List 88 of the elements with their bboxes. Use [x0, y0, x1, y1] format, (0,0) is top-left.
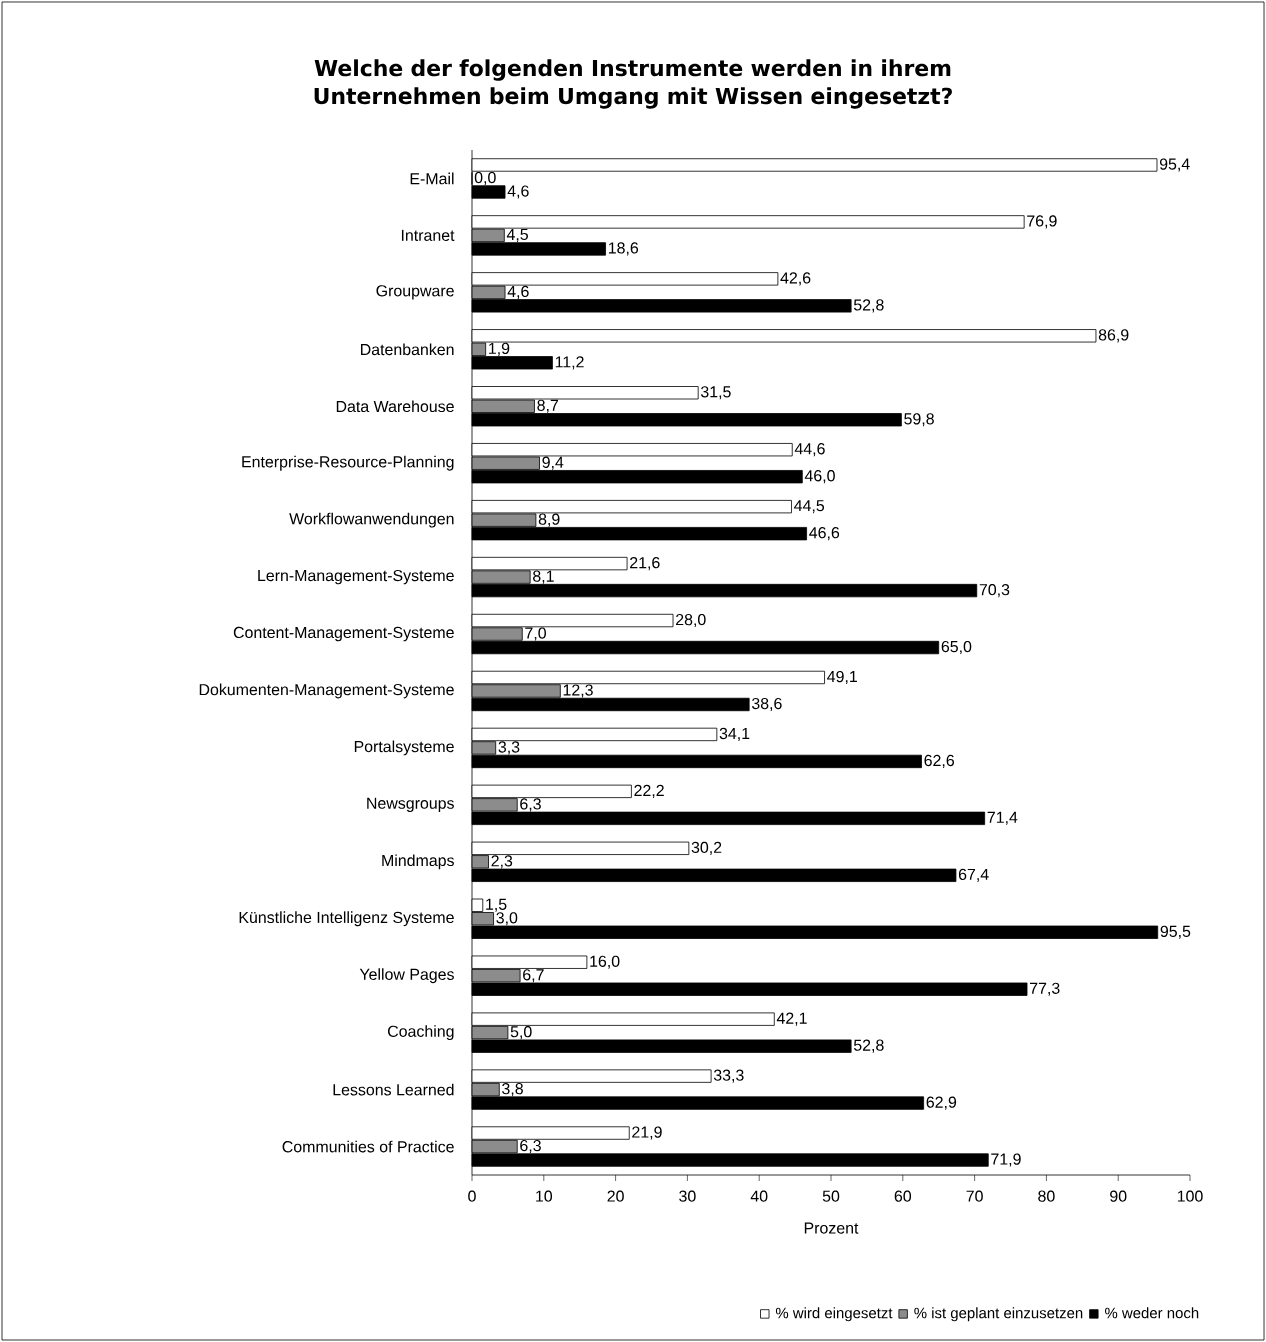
data-label: 46,6: [809, 527, 840, 541]
x-tick-label: 60: [894, 1190, 912, 1202]
data-label: 6,3: [520, 1139, 541, 1154]
data-label: 18,6: [608, 242, 639, 256]
x-tick-label: 10: [536, 1190, 553, 1202]
data-label: 44,5: [794, 500, 825, 514]
data-label: 62,6: [924, 754, 954, 768]
data-label: 67,4: [958, 868, 989, 882]
data-label: 33,3: [713, 1069, 744, 1083]
data-label: 52,8: [853, 1039, 884, 1053]
data-label: 95,5: [1160, 925, 1191, 939]
data-label: 77,3: [1030, 982, 1060, 996]
y-tick-label: Dokumenten-Management-Systeme: [199, 683, 454, 699]
data-label: 9,4: [542, 456, 564, 470]
data-label: 95,4: [1159, 158, 1190, 172]
x-tick-label: 70: [966, 1190, 983, 1202]
data-label: 7,0: [525, 627, 546, 641]
x-tick-label: 0: [468, 1190, 476, 1202]
data-label: 2,3: [491, 855, 513, 869]
y-tick-label: Workflowanwendungen: [289, 512, 454, 528]
x-tick-label: 30: [679, 1190, 696, 1202]
y-tick-label: Lern-Management-Systeme: [258, 569, 454, 585]
data-label: 38,6: [751, 697, 782, 712]
data-label: 52,8: [853, 299, 884, 313]
data-label: 21,9: [632, 1126, 662, 1140]
legend-label: % ist geplant einzusetzen: [914, 1307, 1083, 1322]
data-label: 4,6: [507, 285, 529, 299]
data-label: 76,9: [1027, 215, 1057, 229]
y-tick-label: Communities of Practice: [282, 1140, 454, 1153]
y-tick-label: Coaching: [388, 1025, 454, 1041]
data-label: 42,6: [780, 272, 811, 286]
data-label: 21,6: [630, 557, 660, 571]
data-label: 34,1: [719, 727, 750, 741]
data-label: 42,1: [776, 1012, 807, 1026]
data-label: 8,7: [537, 399, 559, 413]
data-label: 5,0: [510, 1026, 532, 1040]
data-label: 30,2: [691, 841, 722, 855]
x-tick-label: 100: [1177, 1190, 1203, 1202]
data-label: 31,5: [700, 386, 731, 400]
data-label: 3,3: [498, 741, 520, 755]
y-tick-label: Data Warehouse: [336, 400, 454, 413]
x-tick-label: 40: [750, 1190, 768, 1202]
legend-label: % weder noch: [1105, 1307, 1199, 1319]
data-label: 3,8: [502, 1083, 523, 1097]
data-label: 4,5: [506, 228, 528, 242]
data-label: 65,0: [941, 640, 972, 655]
data-label: 71,4: [987, 811, 1018, 825]
data-label: 28,0: [676, 613, 706, 628]
data-label: 8,1: [533, 570, 554, 584]
y-tick-label: Datenbanken: [361, 343, 454, 356]
data-label: 62,9: [926, 1096, 957, 1110]
data-label: 6,3: [520, 798, 541, 812]
y-tick-label: Lessons Learned: [333, 1083, 454, 1096]
x-tick-label: 20: [607, 1190, 624, 1202]
x-tick-label: 50: [822, 1190, 840, 1202]
data-label: 49,1: [827, 670, 857, 685]
data-label: 12,3: [563, 684, 593, 698]
y-tick-label: Portalsysteme: [354, 740, 454, 756]
x-axis-title: Prozent: [804, 1222, 859, 1234]
y-tick-label: Intranet: [401, 229, 455, 241]
data-label: 11,2: [555, 356, 584, 370]
data-label: 0,0: [474, 171, 496, 186]
data-label: 70,3: [979, 584, 1010, 598]
data-label: 6,7: [523, 969, 544, 983]
chart-title: Welche der folgenden Instrumente werden in ihrem Unternehmen beim Umgang mit Wissen eingesetzt?: [314, 59, 952, 109]
data-label: 46,0: [804, 470, 835, 484]
y-tick-label: Groupware: [376, 285, 454, 300]
y-tick-label: Enterprise-Resource-Planning: [242, 455, 454, 471]
data-label: 86,9: [1098, 329, 1129, 343]
data-label: 1,5: [486, 898, 507, 912]
data-label: 4,6: [507, 185, 529, 199]
y-tick-label: Content-Management-Systeme: [233, 626, 454, 642]
data-label: 59,8: [904, 413, 934, 427]
data-label: 44,6: [794, 443, 825, 457]
data-label: 8,9: [538, 513, 560, 527]
x-tick-label: 80: [1038, 1190, 1055, 1202]
y-tick-label: Künstliche Intelligenz Systeme: [239, 911, 454, 927]
legend-label: % wird eingesetzt: [775, 1307, 893, 1322]
y-tick-label: Mindmaps: [382, 854, 454, 870]
data-label: 22,2: [634, 784, 664, 798]
data-label: 71,9: [991, 1153, 1021, 1167]
y-tick-label: E-Mail: [410, 172, 454, 185]
data-label: 16,0: [590, 955, 620, 969]
data-label: 1,9: [489, 342, 510, 356]
y-tick-label: Newsgroups: [367, 797, 454, 813]
x-tick-label: 90: [1110, 1190, 1127, 1202]
y-tick-label: Yellow Pages: [359, 968, 454, 984]
data-label: 3,0: [496, 912, 518, 926]
